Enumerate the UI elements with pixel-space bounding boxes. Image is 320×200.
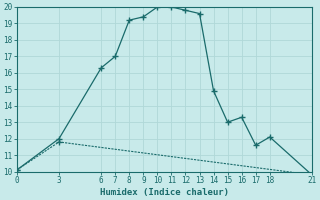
X-axis label: Humidex (Indice chaleur): Humidex (Indice chaleur) (100, 188, 229, 197)
